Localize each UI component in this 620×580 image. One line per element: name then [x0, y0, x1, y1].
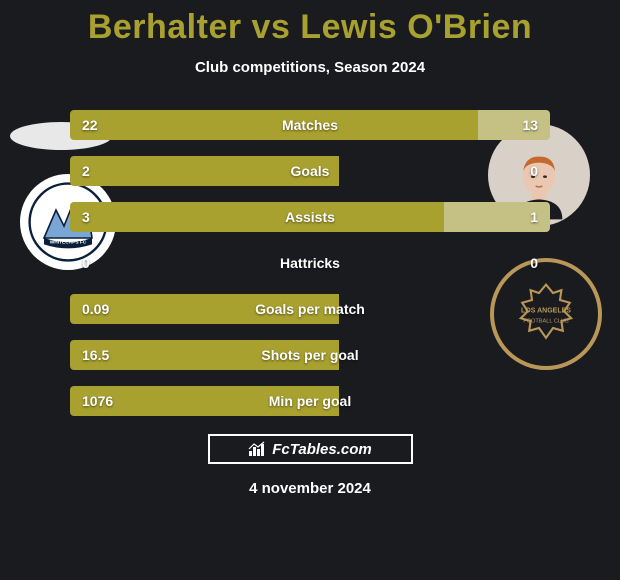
footer-date: 4 november 2024 — [0, 480, 620, 497]
stat-label: Matches — [70, 110, 550, 140]
stat-label: Goals per match — [70, 294, 550, 324]
stat-row: 31Assists — [70, 202, 550, 232]
page-title: Berhalter vs Lewis O'Brien — [0, 0, 620, 47]
stat-row: 1076Min per goal — [70, 386, 550, 416]
stat-label: Shots per goal — [70, 340, 550, 370]
stats-container: 2213Matches 20Goals 31Assists 00Hattricks 0.… — [0, 110, 620, 416]
stat-row: 16.5Shots per goal — [70, 340, 550, 370]
chart-icon — [248, 441, 266, 457]
stat-label: Assists — [70, 202, 550, 232]
stat-label: Hattricks — [70, 248, 550, 278]
stat-row: 0.09Goals per match — [70, 294, 550, 324]
stat-row: 20Goals — [70, 156, 550, 186]
svg-text:WHITECAPS FC: WHITECAPS FC — [50, 240, 87, 246]
stat-row: 00Hattricks — [70, 248, 550, 278]
stat-label: Goals — [70, 156, 550, 186]
footer-brand-text: FcTables.com — [272, 441, 371, 458]
footer-brand-tag: FcTables.com — [208, 434, 413, 464]
page-subtitle: Club competitions, Season 2024 — [0, 59, 620, 76]
stat-row: 2213Matches — [70, 110, 550, 140]
stat-label: Min per goal — [70, 386, 550, 416]
